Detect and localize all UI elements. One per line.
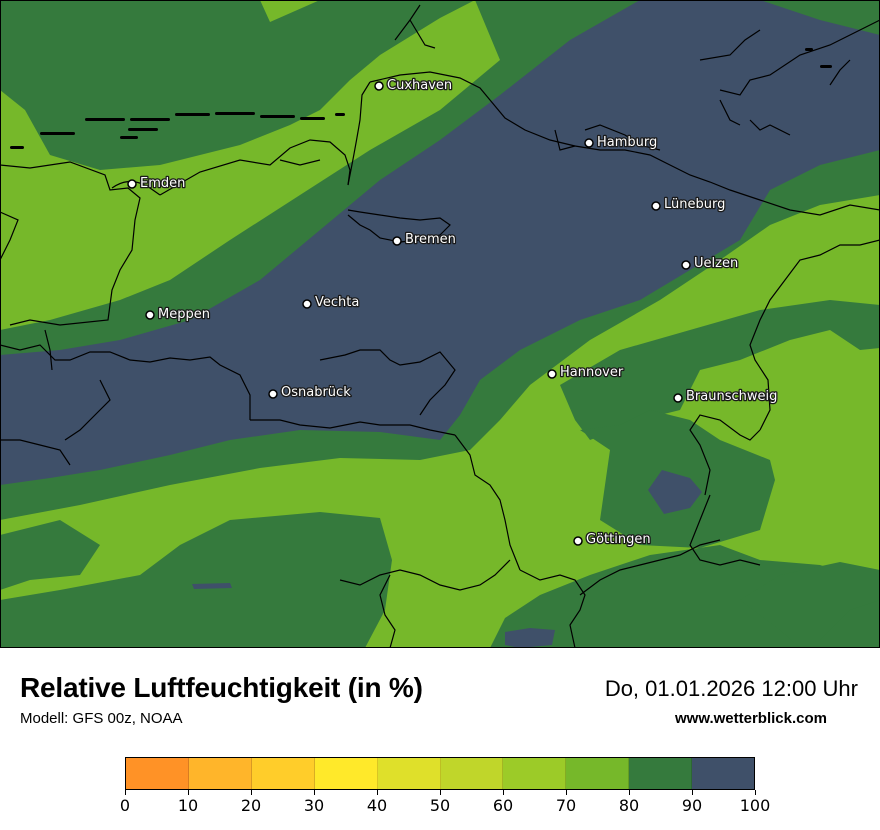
city-marker: [268, 389, 278, 399]
humidity-map[interactable]: Cuxhaven Hamburg Emden Lüneburg Bremen U…: [0, 0, 880, 648]
band-80-90-middle: [560, 300, 880, 440]
legend-tick-label: 100: [739, 796, 771, 815]
legend-tick-label: 60: [492, 796, 514, 815]
city-vechta[interactable]: Vechta: [302, 294, 361, 311]
legend-tick-label: 10: [177, 796, 199, 815]
band-90-100-main: [0, 0, 880, 485]
band-80-90-south-west: [0, 512, 392, 648]
city-marker: [673, 393, 683, 403]
band-90-100-south-patch: [648, 470, 702, 514]
band-80-90-north: [0, 0, 475, 170]
band-80-90-east-small: [740, 562, 880, 648]
legend-tick-label: 90: [681, 796, 703, 815]
legend-segment: [629, 758, 693, 789]
band-90-100-small-bottom: [505, 628, 555, 648]
city-emden[interactable]: Emden: [127, 175, 187, 192]
website-link[interactable]: www.wetterblick.com: [675, 710, 827, 727]
city-label: Uelzen: [694, 256, 738, 271]
legend-segment: [251, 758, 315, 789]
city-osnabrueck[interactable]: Osnabrück: [268, 384, 352, 401]
city-braunschweig[interactable]: Braunschweig: [673, 388, 779, 405]
legend-tick-label: 70: [555, 796, 577, 815]
city-marker: [145, 310, 155, 320]
band-80-90-northeast-corner: [760, 0, 880, 35]
legend-tick: [502, 790, 504, 795]
legend-ticks: 0 10 20 30 40 50 60 70 80 90 100: [120, 790, 770, 820]
color-legend: [125, 757, 755, 790]
legend-segment: [440, 758, 504, 789]
legend-segment: [566, 758, 630, 789]
legend-tick: [691, 790, 693, 795]
legend-tick-label: 50: [429, 796, 451, 815]
city-marker: [547, 369, 557, 379]
legend-tick: [187, 790, 189, 795]
band-90-100-sliver: [192, 583, 232, 589]
city-marker: [651, 201, 661, 211]
city-label: Meppen: [158, 307, 210, 322]
city-uelzen[interactable]: Uelzen: [681, 255, 739, 272]
city-label: Vechta: [315, 295, 359, 310]
forecast-datetime: Do, 01.01.2026 12:00 Uhr: [604, 676, 858, 701]
legend-segment: [377, 758, 441, 789]
legend-segment: [314, 758, 378, 789]
map-footer: Relative Luftfeuchtigkeit (in %) Modell:…: [0, 648, 880, 830]
city-label: Emden: [140, 176, 185, 191]
legend-tick-label: 40: [366, 796, 388, 815]
legend-segment: [503, 758, 567, 789]
city-marker: [302, 299, 312, 309]
legend-tick: [565, 790, 567, 795]
city-bremen[interactable]: Bremen: [392, 231, 457, 248]
legend-tick: [250, 790, 252, 795]
model-info: Modell: GFS 00z, NOAA: [20, 710, 183, 727]
band-80-90-south-west-edge: [0, 520, 100, 590]
city-label: Braunschweig: [686, 389, 777, 404]
city-goettingen[interactable]: Göttingen: [573, 531, 652, 548]
city-marker: [392, 236, 402, 246]
legend-tick-label: 30: [303, 796, 325, 815]
legend-tick: [628, 790, 630, 795]
legend-tick: [124, 790, 126, 795]
city-marker: [374, 81, 384, 91]
city-meppen[interactable]: Meppen: [145, 306, 211, 323]
legend-tick: [313, 790, 315, 795]
city-hamburg[interactable]: Hamburg: [584, 134, 659, 151]
legend-segment: [692, 758, 755, 789]
city-label: Hamburg: [597, 135, 657, 150]
frisian-islands: [10, 48, 832, 149]
city-label: Osnabrück: [281, 385, 351, 400]
legend-tick-label: 20: [240, 796, 262, 815]
map-title: Relative Luftfeuchtigkeit (in %): [20, 672, 423, 703]
city-hannover[interactable]: Hannover: [547, 364, 625, 381]
city-label: Hannover: [560, 365, 624, 380]
city-lueneburg[interactable]: Lüneburg: [651, 196, 727, 213]
city-marker: [584, 138, 594, 148]
city-marker: [573, 536, 583, 546]
city-label: Lüneburg: [664, 197, 725, 212]
legend-tick: [439, 790, 441, 795]
legend-segment: [126, 758, 189, 789]
city-cuxhaven[interactable]: Cuxhaven: [374, 77, 453, 94]
legend-tick-label: 80: [618, 796, 640, 815]
map-canvas: Cuxhaven Hamburg Emden Lüneburg Bremen U…: [0, 0, 880, 648]
legend-segment: [188, 758, 252, 789]
city-marker: [127, 179, 137, 189]
city-label: Cuxhaven: [387, 78, 452, 93]
city-marker: [681, 260, 691, 270]
legend-tick: [376, 790, 378, 795]
city-label: Göttingen: [586, 532, 651, 547]
city-label: Bremen: [405, 232, 456, 247]
legend-tick: [754, 790, 756, 795]
legend-tick-label: 0: [119, 796, 131, 815]
coast-and-borders: [0, 4, 880, 648]
